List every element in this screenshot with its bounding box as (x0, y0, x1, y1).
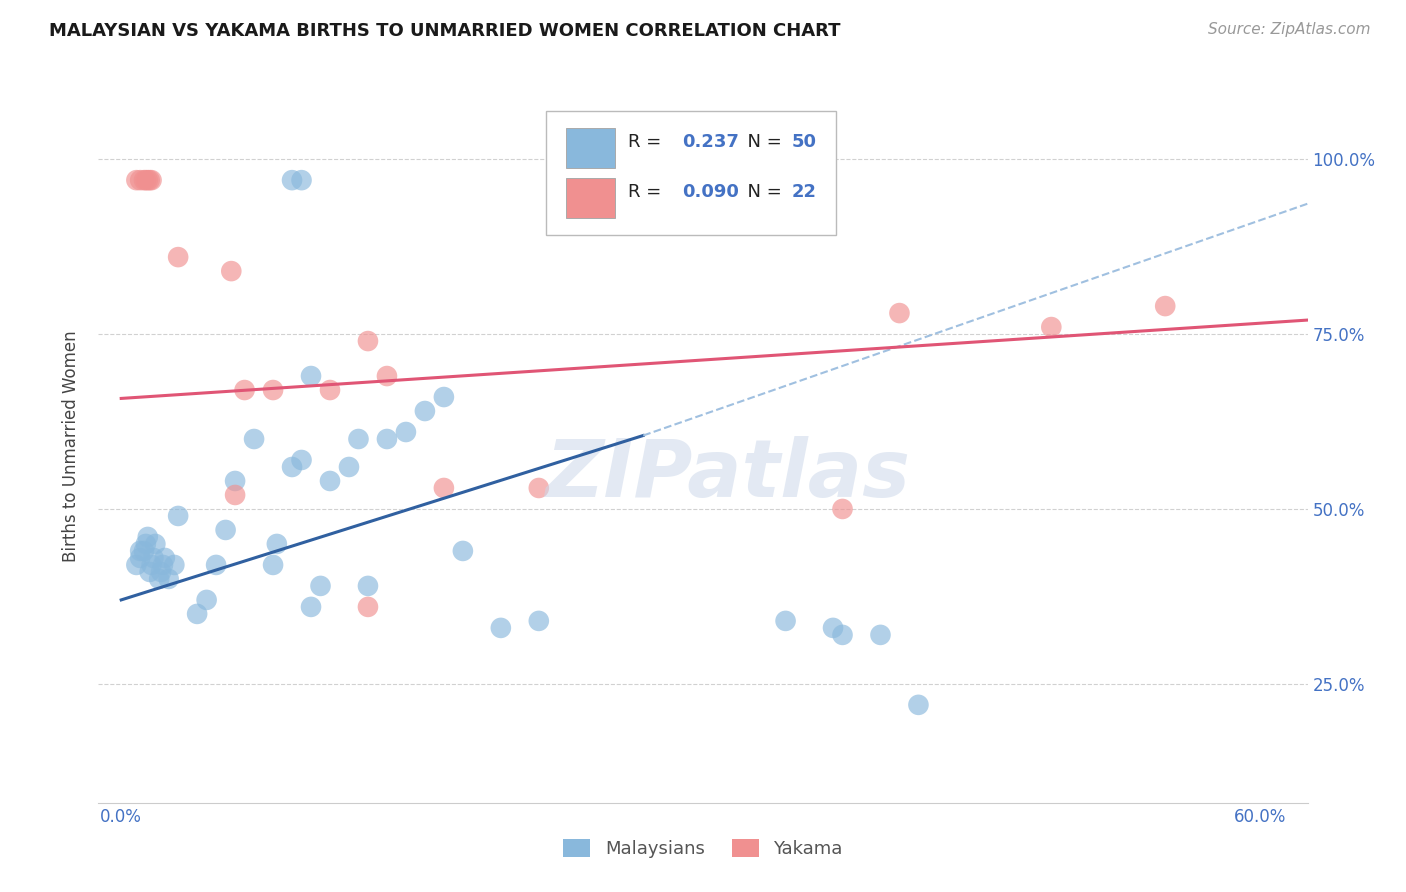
Text: 0.090: 0.090 (682, 184, 740, 202)
Point (299, 369, 322, 384)
Point (132, 173, 155, 187)
Text: R =: R = (628, 184, 666, 202)
Point (132, 544, 155, 558)
Point (167, 250, 190, 264)
Point (266, 537, 288, 551)
FancyBboxPatch shape (567, 178, 614, 218)
Point (290, 173, 312, 187)
Point (205, 558, 228, 572)
Text: MALAYSIAN VS YAKAMA BIRTHS TO UNMARRIED WOMEN CORRELATION CHART: MALAYSIAN VS YAKAMA BIRTHS TO UNMARRIED … (49, 22, 841, 40)
Point (138, 173, 160, 187)
Point (129, 173, 152, 187)
Point (148, 572, 170, 586)
Point (395, 425, 418, 439)
Point (157, 572, 180, 586)
Point (565, 173, 588, 187)
Point (337, 460, 360, 475)
Text: R =: R = (628, 134, 666, 152)
Point (125, 558, 148, 572)
Point (142, 550, 165, 565)
Point (281, 460, 304, 475)
Point (186, 607, 208, 621)
Point (163, 558, 186, 572)
Point (141, 558, 163, 572)
Point (129, 544, 152, 558)
Text: Source: ZipAtlas.com: Source: ZipAtlas.com (1208, 22, 1371, 37)
Point (167, 508, 190, 523)
Point (869, 628, 891, 642)
Point (527, 614, 550, 628)
Point (413, 404, 436, 418)
Y-axis label: Births to Unmarried Women: Births to Unmarried Women (62, 330, 80, 562)
Point (150, 565, 173, 579)
Point (138, 565, 160, 579)
Point (319, 474, 342, 488)
Point (233, 383, 256, 397)
Point (889, 306, 911, 320)
Text: 50: 50 (792, 134, 817, 152)
Point (433, 390, 456, 404)
Point (135, 537, 157, 551)
Legend: Malaysians, Yakama: Malaysians, Yakama (557, 831, 849, 865)
Point (357, 599, 380, 614)
Point (775, 614, 797, 628)
Point (1154, 299, 1177, 313)
Point (125, 173, 148, 187)
Point (152, 558, 174, 572)
Point (1040, 320, 1063, 334)
Point (319, 383, 342, 397)
Text: 22: 22 (792, 184, 817, 202)
Point (135, 173, 157, 187)
Point (262, 383, 284, 397)
Point (489, 621, 512, 635)
Point (136, 173, 159, 187)
Point (357, 579, 380, 593)
Point (214, 523, 236, 537)
Point (129, 550, 152, 565)
FancyBboxPatch shape (567, 128, 614, 168)
Point (451, 544, 474, 558)
Text: N =: N = (735, 134, 787, 152)
Point (195, 593, 218, 607)
Point (290, 453, 312, 467)
Point (224, 474, 246, 488)
Point (299, 599, 322, 614)
Point (433, 481, 456, 495)
Point (309, 579, 332, 593)
Point (243, 432, 266, 446)
Point (141, 173, 163, 187)
Point (907, 698, 929, 712)
Point (375, 369, 398, 384)
Point (262, 558, 284, 572)
Point (527, 481, 550, 495)
Point (224, 488, 246, 502)
Point (221, 264, 243, 278)
Text: ZIPatlas: ZIPatlas (544, 435, 910, 514)
Point (831, 502, 853, 516)
Text: N =: N = (735, 184, 787, 202)
Point (136, 530, 159, 544)
Point (145, 537, 167, 551)
Point (831, 628, 853, 642)
Point (347, 432, 370, 446)
Point (585, 173, 607, 187)
Point (281, 173, 304, 187)
Point (375, 432, 398, 446)
Text: 0.237: 0.237 (682, 134, 740, 152)
Point (153, 550, 176, 565)
Point (357, 334, 380, 348)
Point (821, 621, 844, 635)
FancyBboxPatch shape (546, 111, 837, 235)
